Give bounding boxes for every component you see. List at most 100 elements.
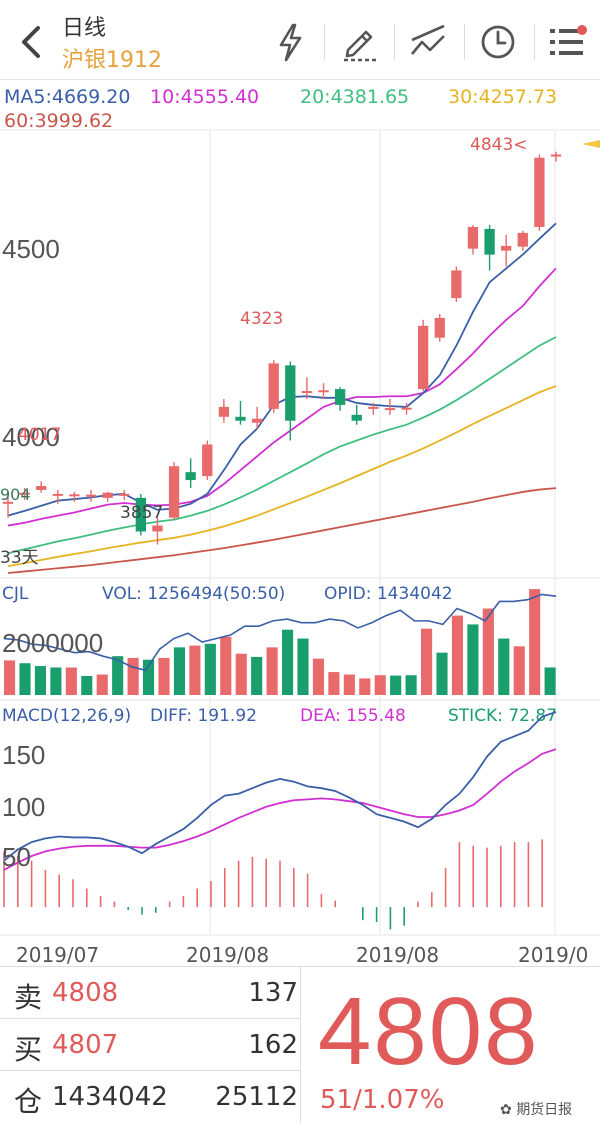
volume-bar [50, 667, 62, 695]
volume-bar [405, 675, 417, 695]
volume-bar [189, 645, 201, 695]
volume-bar [451, 615, 464, 695]
macd-label: MACD(12,26,9) [2, 706, 131, 726]
volume-bar [482, 608, 494, 695]
sell-label: 卖 [14, 981, 43, 1014]
volume-bar [143, 659, 155, 695]
divider [300, 967, 301, 1123]
volume-bar [529, 589, 541, 695]
days-label: 33天 [0, 548, 39, 568]
volume-bar [220, 636, 232, 695]
ma10-path [7, 267, 557, 527]
left-edge-label: 904 [0, 485, 31, 504]
candle-body [85, 494, 97, 497]
volume-bar [297, 638, 309, 695]
candle-body [135, 497, 146, 532]
price-marker-icon [582, 140, 600, 148]
clock-icon[interactable] [476, 20, 520, 64]
ma20-legend: 20:4381.65 [300, 86, 410, 108]
peak-price-label: 4323 [240, 309, 283, 329]
draw-lines-icon[interactable] [406, 20, 450, 64]
sell-row[interactable]: 卖 4808 137 [0, 967, 300, 1019]
macd-axis-label-100: 100 [2, 792, 45, 822]
contract-name[interactable]: 沪银1912 [62, 48, 162, 73]
candle-body [152, 525, 163, 532]
ma5-legend: MA5:4669.20 [4, 86, 131, 108]
candle-body [368, 406, 379, 409]
volume-bar [112, 656, 124, 695]
buy-row[interactable]: 买 4807 162 [0, 1019, 300, 1071]
candle-body [36, 486, 47, 490]
ma20-line [7, 336, 557, 555]
candle-body [484, 228, 495, 255]
ma5-line [7, 222, 557, 517]
volume-axis-label: 2000000 [2, 628, 103, 658]
volume-bar [513, 646, 525, 695]
last-price: 4808 [318, 978, 540, 1085]
date-label: 2019/08 [186, 943, 269, 966]
volume-bar [359, 678, 371, 695]
ma30-path [7, 385, 557, 568]
price-axis-label-4000: 4000 [2, 422, 60, 452]
candle-body [301, 391, 313, 394]
diff-path [3, 711, 557, 862]
candle-body [2, 501, 14, 504]
volume-label: CJL [2, 584, 29, 604]
candle-body [218, 406, 230, 417]
candle-body [534, 157, 545, 227]
watermark: ✿ 期货日报 [500, 1099, 572, 1119]
ma60-line [7, 487, 557, 574]
candle-body [434, 317, 445, 338]
candle-body [334, 389, 346, 405]
candle-body [168, 466, 180, 518]
macd-stick: STICK: 72.87 [448, 706, 557, 726]
candle-body [501, 245, 512, 251]
macd-axis-label-150: 150 [2, 740, 45, 770]
buy-volume: 162 [248, 1030, 298, 1060]
volume-bar [19, 663, 31, 695]
volume-bar [34, 666, 47, 695]
ma5-path [7, 222, 557, 517]
left-price-label: 4017 [18, 425, 61, 445]
date-label: 2019/08 [356, 943, 439, 966]
candle-body [102, 492, 113, 498]
open-interest-row[interactable]: 仓 1434042 25112 [0, 1071, 300, 1123]
opid-path [3, 593, 557, 672]
volume-bar [96, 674, 108, 695]
candle-body [517, 232, 528, 247]
candle-body [268, 363, 279, 409]
oi-change: 25112 [215, 1082, 298, 1112]
ma10-line [7, 267, 557, 527]
ma30-legend: 30:4257.73 [448, 86, 558, 108]
menu-list-icon[interactable] [546, 20, 590, 64]
candle-body [69, 494, 80, 497]
macd-diff: DIFF: 191.92 [150, 706, 257, 726]
volume-bar [312, 658, 325, 695]
opid-value: OPID: 1434042 [324, 584, 453, 604]
divider [324, 24, 325, 60]
low-price-label: 3857 [120, 503, 163, 523]
price-axis-label-4500: 4500 [2, 234, 60, 264]
lightning-icon[interactable] [268, 20, 312, 64]
pen-icon[interactable] [338, 20, 382, 64]
date-label: 2019/0 [518, 943, 588, 966]
volume-bar [390, 675, 402, 695]
volume-bar [343, 674, 355, 695]
candle-body [418, 325, 429, 390]
volume-bar [251, 656, 263, 695]
candle-body [550, 154, 562, 157]
ma60-path [7, 487, 557, 574]
dea-line [3, 748, 557, 871]
sell-price: 4808 [52, 978, 119, 1008]
buy-label: 买 [14, 1033, 43, 1066]
oi-label: 仓 [14, 1085, 43, 1118]
kline-chart[interactable]: 4500 4000 4843< 4323 3857 4017 904 33天 C… [0, 0, 600, 966]
volume-bar [235, 653, 247, 695]
macd-axis-label-50: 50 [2, 842, 31, 872]
candle-body [185, 472, 196, 481]
ma10-legend: 10:4555.40 [150, 86, 260, 108]
volume-bar [374, 675, 386, 695]
header-bar: 日线 沪银1912 [0, 0, 600, 80]
back-icon[interactable] [12, 22, 48, 62]
sell-volume: 137 [248, 978, 298, 1008]
